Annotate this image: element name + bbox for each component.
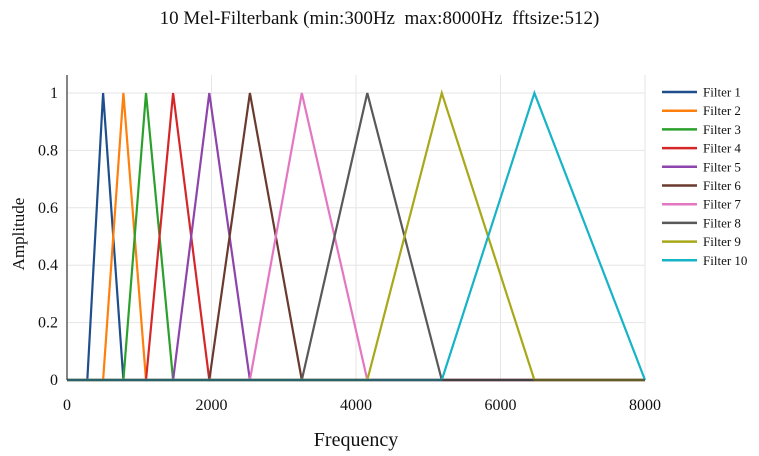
legend-label: Filter 5 [703, 159, 741, 174]
x-tick-label: 0 [63, 397, 71, 414]
legend-label: Filter 1 [703, 85, 741, 100]
axes [66, 75, 645, 381]
y-tick-label: 0.2 [38, 315, 58, 332]
legend-item-filter-8: Filter 8 [662, 215, 741, 230]
x-axis-label: Frequency [314, 429, 398, 451]
y-tick-label: 0.6 [38, 200, 58, 217]
chart-title: 10 Mel-Filterbank (min:300Hz max:8000Hz … [159, 8, 600, 29]
legend-item-filter-1: Filter 1 [662, 85, 741, 100]
y-tick-label: 1 [50, 85, 58, 102]
legend-item-filter-7: Filter 7 [662, 197, 741, 212]
legend: Filter 1 Filter 2 Filter 3 Filter 4 Filter 5… [662, 85, 747, 268]
legend-label: Filter 8 [703, 215, 741, 230]
y-tick-label: 0.8 [38, 142, 58, 159]
legend-label: Filter 4 [703, 141, 741, 156]
legend-item-filter-5: Filter 5 [662, 159, 741, 174]
legend-label: Filter 10 [703, 253, 747, 268]
x-tick-label: 8000 [629, 397, 661, 414]
x-tick-label: 4000 [340, 397, 372, 414]
y-tick-labels: 0 0.2 0.4 0.6 0.8 1 [38, 85, 58, 389]
legend-item-filter-10: Filter 10 [662, 253, 747, 268]
legend-label: Filter 6 [703, 178, 741, 193]
x-tick-label: 6000 [485, 397, 517, 414]
legend-item-filter-6: Filter 6 [662, 178, 741, 193]
legend-label: Filter 9 [703, 234, 741, 249]
y-tick-label: 0 [50, 372, 58, 389]
legend-item-filter-4: Filter 4 [662, 141, 741, 156]
x-tick-label: 2000 [196, 397, 228, 414]
legend-label: Filter 2 [703, 103, 741, 118]
legend-item-filter-3: Filter 3 [662, 122, 741, 137]
legend-item-filter-2: Filter 2 [662, 103, 741, 118]
x-tick-labels: 0 2000 4000 6000 8000 [63, 397, 661, 414]
legend-item-filter-9: Filter 9 [662, 234, 741, 249]
y-axis-label: Amplitude [9, 198, 28, 271]
y-tick-label: 0.4 [38, 257, 58, 274]
legend-label: Filter 3 [703, 122, 741, 137]
legend-label: Filter 7 [703, 197, 741, 212]
